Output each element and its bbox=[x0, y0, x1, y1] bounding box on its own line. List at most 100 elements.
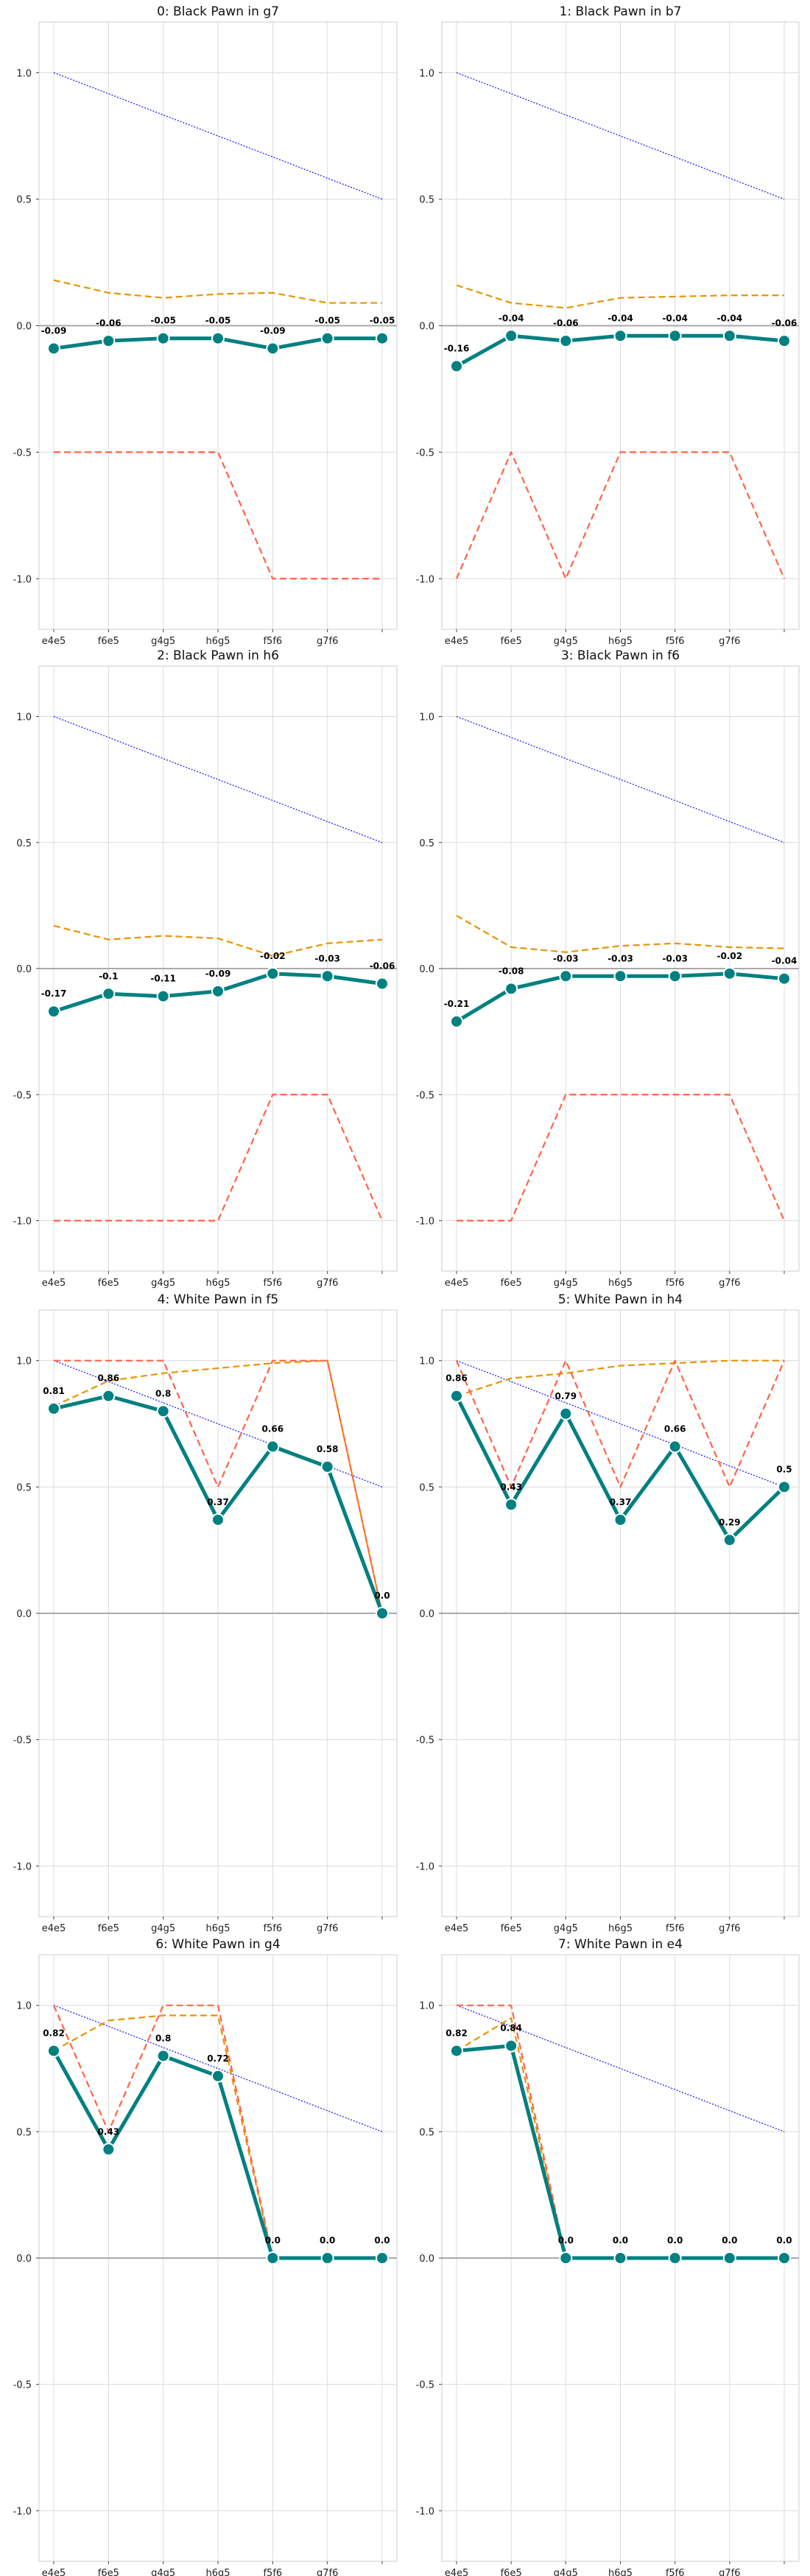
series-line-orange-dashed bbox=[456, 915, 785, 953]
data-label: -0.04 bbox=[608, 313, 633, 323]
data-label: -0.06 bbox=[96, 318, 122, 328]
data-label: 0.82 bbox=[446, 2028, 468, 2038]
data-point bbox=[778, 1480, 791, 1494]
data-label: 0.43 bbox=[98, 2126, 120, 2137]
series-line-red-dashed bbox=[455, 1359, 786, 1488]
data-point bbox=[156, 989, 170, 1003]
data-point bbox=[102, 987, 116, 1001]
data-label: 0.5 bbox=[776, 1464, 792, 1474]
data-label: -0.03 bbox=[608, 953, 633, 963]
panel-title: 6: White Pawn in g4 bbox=[155, 1937, 280, 1952]
data-point bbox=[504, 1498, 518, 1512]
data-point bbox=[102, 1389, 116, 1403]
data-point bbox=[613, 2251, 627, 2265]
data-point bbox=[559, 2251, 573, 2265]
chart-panel-3: e4e5 f6e5 g4g5 h6g5 f5f6 g7f6 1.0 0.5 0.0 -0.5 -1.… bbox=[416, 648, 800, 1289]
data-label: 0.37 bbox=[207, 1497, 229, 1507]
panel-title: 5: White Pawn in h4 bbox=[558, 1292, 683, 1307]
data-point bbox=[211, 1512, 225, 1526]
data-point bbox=[450, 2044, 463, 2058]
series-line-red-dashed bbox=[54, 451, 382, 580]
data-label: -0.04 bbox=[717, 313, 743, 323]
x-tick-label: f5f6 bbox=[666, 1278, 685, 1289]
data-label: 0.66 bbox=[664, 1423, 686, 1434]
data-point bbox=[722, 329, 736, 343]
data-label: 0.79 bbox=[555, 1391, 577, 1401]
data-point bbox=[668, 2251, 682, 2265]
data-point bbox=[102, 334, 116, 348]
x-tick-label: g7f6 bbox=[317, 636, 338, 647]
panel-title: 7: White Pawn in e4 bbox=[558, 1937, 683, 1952]
x-tick-label: e4e5 bbox=[445, 1923, 469, 1934]
panel-title: 2: Black Pawn in h6 bbox=[157, 648, 279, 663]
data-label: 0.0 bbox=[776, 2235, 792, 2246]
y-tick-label: -1.0 bbox=[13, 574, 32, 585]
series-line-blue-dotted bbox=[456, 2005, 785, 2132]
y-tick-label: -1.0 bbox=[13, 1861, 32, 1872]
series-line-blue-dotted bbox=[456, 715, 785, 843]
data-point bbox=[778, 972, 791, 986]
y-tick-label: -1.0 bbox=[416, 2506, 434, 2517]
data-label: -0.05 bbox=[370, 316, 395, 326]
x-tick-label: e4e5 bbox=[42, 2568, 66, 2576]
data-point bbox=[504, 2039, 518, 2053]
data-point bbox=[450, 359, 463, 373]
x-tick-label: h6g5 bbox=[205, 636, 230, 647]
x-tick-label: f5f6 bbox=[666, 2568, 685, 2576]
chart-panel-1: e4e5 f6e5 g4g5 h6g5 f5f6 g7f6 1.0 0.5 0.0 -0.5 -1.… bbox=[416, 4, 800, 647]
data-point bbox=[504, 329, 518, 343]
series-line-orange-dashed bbox=[53, 1359, 384, 1614]
data-label: -0.09 bbox=[205, 969, 231, 979]
data-label: -0.03 bbox=[662, 953, 688, 963]
data-label: 0.0 bbox=[265, 2235, 281, 2246]
chart-panel-7: e4e5 f6e5 g4g5 h6g5 f5f6 g7f6 1.0 0.5 0.0 -0.5 -1.… bbox=[416, 1937, 800, 2576]
y-tick-label: -1.0 bbox=[416, 1861, 434, 1872]
data-point bbox=[559, 1406, 573, 1420]
data-label: -0.06 bbox=[370, 961, 395, 972]
y-tick-label: 1.0 bbox=[16, 712, 32, 723]
data-point bbox=[47, 1005, 60, 1019]
data-label: -0.04 bbox=[662, 313, 688, 323]
y-tick-label: 1.0 bbox=[16, 1356, 32, 1367]
series-line-orange-dashed bbox=[53, 924, 383, 957]
x-tick-label: f5f6 bbox=[263, 1923, 282, 1934]
data-label: 0.0 bbox=[558, 2235, 574, 2246]
y-tick-label: 0.5 bbox=[419, 1482, 434, 1493]
data-label: -0.1 bbox=[99, 971, 118, 981]
y-tick-label: -1.0 bbox=[416, 1217, 434, 1228]
data-label: -0.21 bbox=[444, 999, 470, 1009]
data-point bbox=[266, 966, 280, 980]
data-point bbox=[376, 1607, 389, 1620]
x-tick-label: e4e5 bbox=[42, 1923, 66, 1934]
x-tick-label: e4e5 bbox=[445, 636, 469, 647]
x-tick-label: g4g5 bbox=[554, 1278, 578, 1289]
y-tick-label: 1.0 bbox=[16, 2001, 32, 2012]
y-tick-label: 0.0 bbox=[419, 1609, 434, 1620]
series-line-orange-dashed bbox=[456, 1359, 784, 1397]
y-tick-label: 0.5 bbox=[16, 195, 32, 206]
data-label: -0.11 bbox=[150, 974, 176, 984]
series-line-blue-dotted bbox=[456, 1360, 785, 1487]
x-tick-label: f6e5 bbox=[501, 2568, 522, 2576]
x-tick-label: e4e5 bbox=[42, 1278, 66, 1289]
x-tick-label: f5f6 bbox=[263, 2568, 282, 2576]
x-tick-label: f6e5 bbox=[98, 2568, 119, 2576]
data-label: -0.06 bbox=[553, 318, 579, 328]
data-point bbox=[156, 331, 170, 345]
data-label: -0.03 bbox=[553, 953, 579, 963]
y-tick-label: -0.5 bbox=[13, 1090, 32, 1101]
data-point bbox=[211, 2069, 225, 2083]
data-label: 0.8 bbox=[155, 2033, 171, 2043]
data-point bbox=[613, 969, 627, 983]
chart-panel-2: e4e5 f6e5 g4g5 h6g5 f5f6 g7f6 1.0 0.5 0.0 -0.5 -1.… bbox=[13, 648, 398, 1289]
x-tick-label: e4e5 bbox=[42, 636, 66, 647]
data-point bbox=[320, 2251, 334, 2265]
data-point bbox=[376, 977, 389, 991]
data-point bbox=[722, 2251, 736, 2265]
x-tick-label: g4g5 bbox=[151, 1278, 175, 1289]
data-point bbox=[156, 2049, 170, 2063]
y-tick-label: 1.0 bbox=[419, 68, 434, 79]
y-tick-label: 0.0 bbox=[16, 964, 32, 975]
data-label: -0.08 bbox=[499, 966, 524, 976]
